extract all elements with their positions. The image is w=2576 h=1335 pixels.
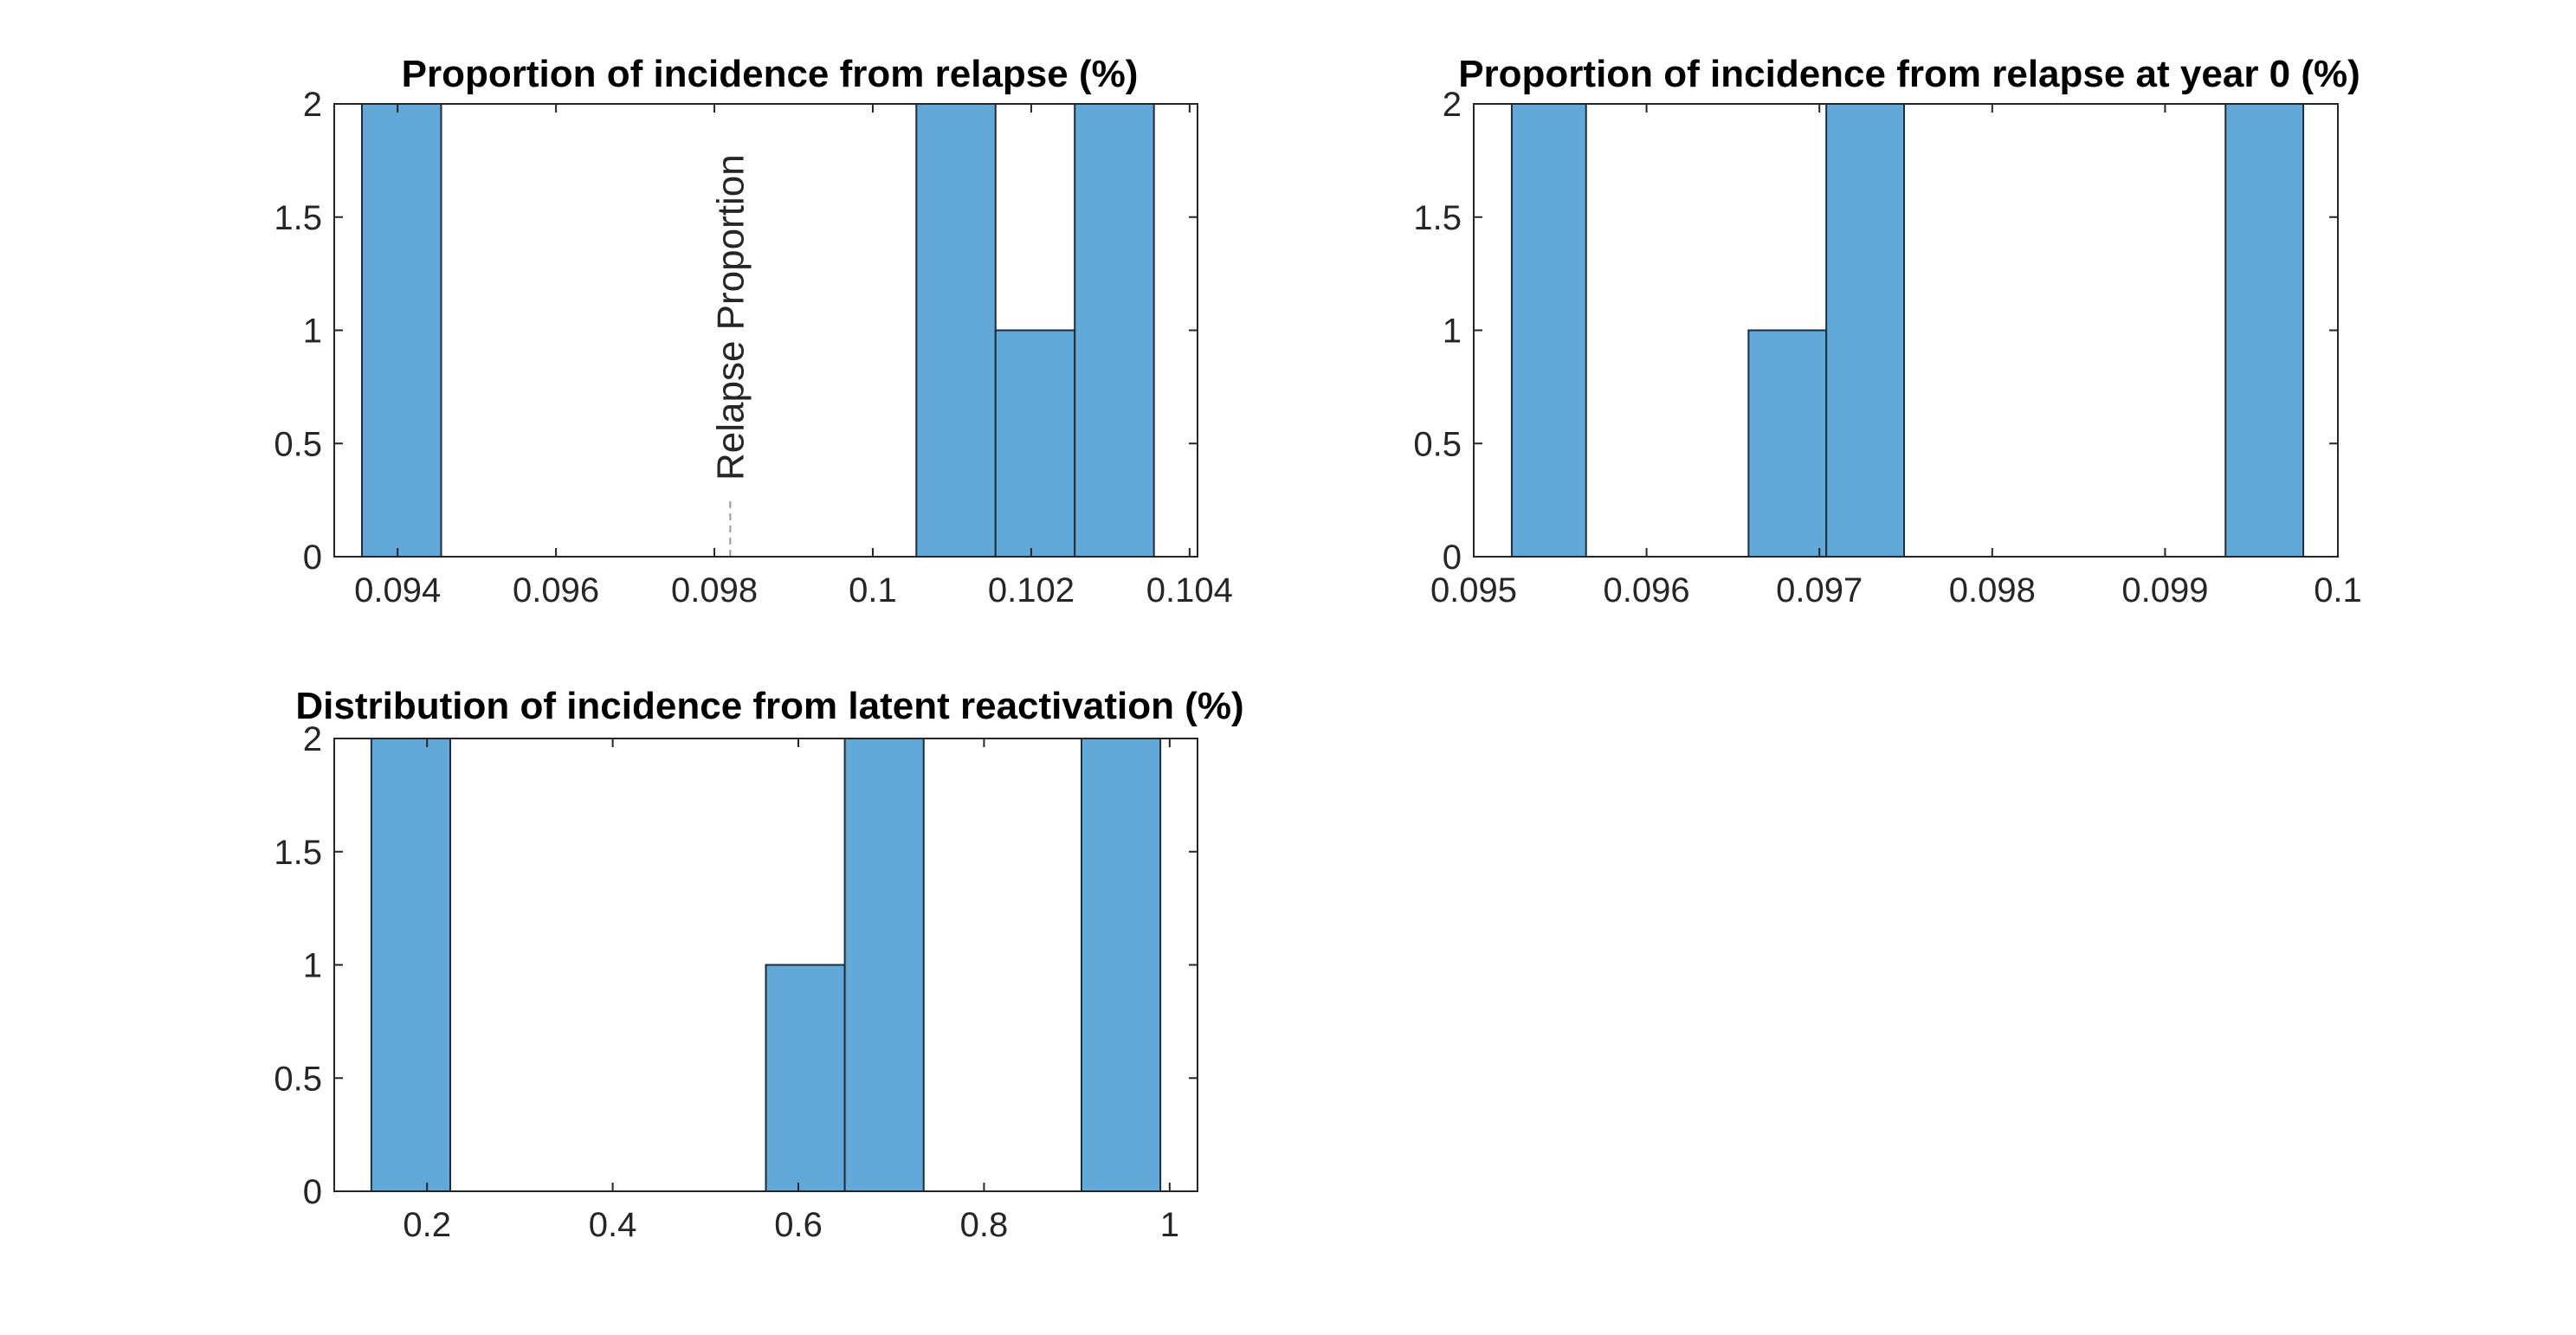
x-tick-label: 1: [1160, 1206, 1179, 1244]
y-tick-label: 1: [1443, 313, 1462, 351]
x-tick-label: 0.8: [960, 1206, 1009, 1244]
reference-line-label: Relapse Proportion: [709, 154, 752, 480]
x-tick-label: 0.098: [1949, 571, 2036, 609]
x-tick-label: 0.094: [354, 571, 441, 609]
y-tick-label: 1.5: [274, 834, 322, 872]
y-tick-label: 2: [303, 720, 322, 758]
latent-reactivation-histogram: Distribution of incidence from latent re…: [274, 685, 1243, 1244]
x-tick-label: 0.104: [1146, 571, 1233, 609]
x-tick-label: 0.099: [2121, 571, 2208, 609]
plot-area: [1474, 104, 2338, 557]
histogram-bar: [994, 329, 1076, 558]
chart-title: Distribution of incidence from latent re…: [295, 685, 1243, 727]
histogram-bar: [1747, 329, 1828, 558]
x-tick-label: 0.102: [988, 571, 1075, 609]
histogram-bar: [1510, 103, 1587, 558]
x-tick-label: 0.098: [671, 571, 758, 609]
y-tick-label: 1.5: [274, 199, 322, 237]
x-tick-label: 0.1: [2314, 571, 2362, 609]
x-tick-label: 0.2: [403, 1206, 451, 1244]
y-tick-label: 2: [303, 86, 322, 124]
y-tick-label: 0.5: [274, 425, 322, 463]
histogram-bar: [2224, 103, 2305, 558]
histogram-bar: [1074, 103, 1155, 558]
y-tick-label: 1.5: [1413, 199, 1462, 237]
histogram-bar: [843, 738, 925, 1192]
relapse-year0-histogram: Proportion of incidence from relapse at …: [1413, 53, 2361, 609]
relapse-proportion-histogram: Proportion of incidence from relapse (%)…: [274, 53, 1233, 609]
chart-title: Proportion of incidence from relapse (%): [402, 53, 1139, 95]
histogram-bar: [915, 103, 997, 558]
x-tick-label: 0.4: [589, 1206, 637, 1244]
y-tick-label: 0: [1443, 539, 1462, 577]
y-tick-label: 0: [303, 1173, 322, 1211]
x-tick-label: 0.097: [1776, 571, 1863, 609]
y-tick-label: 0: [303, 539, 322, 577]
chart-title: Proportion of incidence from relapse at …: [1458, 53, 2360, 95]
histogram-bar: [765, 964, 846, 1192]
histogram-bar: [1825, 103, 1906, 558]
x-tick-label: 0.096: [1604, 571, 1690, 609]
x-tick-label: 0.6: [774, 1206, 823, 1244]
x-tick-label: 0.095: [1430, 571, 1517, 609]
y-tick-label: 0.5: [274, 1060, 322, 1098]
x-tick-label: 0.1: [849, 571, 897, 609]
x-tick-label: 0.096: [513, 571, 599, 609]
y-tick-label: 2: [1443, 86, 1462, 124]
y-tick-label: 1: [303, 313, 322, 351]
histogram-bar: [1080, 738, 1162, 1192]
histogram-bar: [370, 738, 452, 1192]
histogram-bar: [361, 103, 442, 558]
y-tick-label: 1: [303, 947, 322, 985]
y-tick-label: 0.5: [1413, 425, 1462, 463]
